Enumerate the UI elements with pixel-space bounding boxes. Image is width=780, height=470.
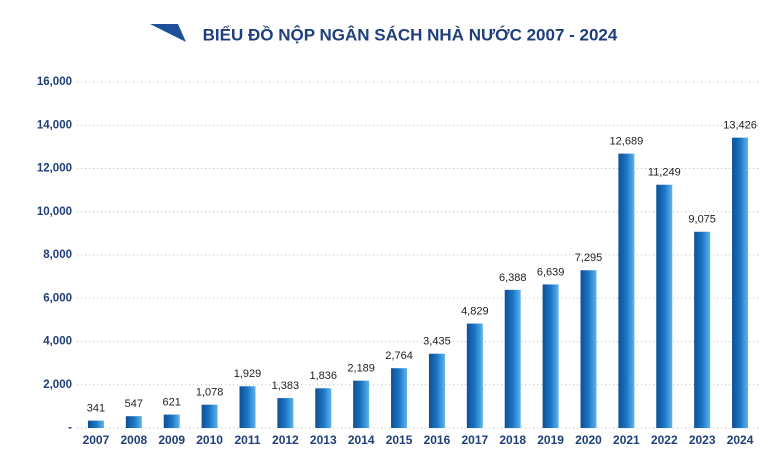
value-label: 6,388: [499, 272, 527, 284]
value-label: 9,075: [688, 214, 716, 226]
y-tick-label: 14,000: [37, 119, 72, 131]
x-tick-label: 2012: [272, 433, 299, 447]
x-tick-label: 2007: [83, 433, 110, 447]
y-tick-label: 4,000: [43, 336, 72, 348]
value-label: 11,249: [648, 167, 681, 179]
x-tick-label: 2013: [310, 433, 337, 447]
value-label: 4,829: [461, 305, 489, 317]
bar: [694, 231, 711, 428]
x-tick-label: 2011: [234, 433, 260, 447]
y-tick-label: -: [68, 422, 72, 434]
value-label: 3,435: [423, 336, 451, 348]
value-label: 1,929: [234, 368, 262, 380]
bar: [428, 353, 445, 428]
x-tick-label: 2016: [424, 433, 451, 447]
value-label: 1,078: [196, 387, 224, 399]
chart-title: BIỂU ĐỒ NỘP NGÂN SÁCH NHÀ NƯỚC 2007 - 20…: [203, 25, 618, 44]
bar: [201, 404, 218, 428]
bar: [391, 368, 408, 428]
value-label: 12,689: [610, 136, 644, 148]
value-label: 6,639: [537, 266, 565, 278]
value-label: 1,383: [272, 380, 300, 392]
bar: [239, 386, 256, 428]
value-label: 1,836: [310, 370, 338, 382]
bar: [315, 388, 332, 428]
value-label: 2,764: [385, 350, 413, 362]
bar: [656, 184, 673, 428]
x-tick-label: 2010: [196, 433, 223, 447]
bar: [466, 323, 483, 428]
x-tick-label: 2014: [348, 433, 375, 447]
value-label: 547: [125, 398, 143, 410]
bar: [618, 153, 635, 428]
bar: [504, 289, 521, 428]
x-tick-label: 2024: [727, 433, 754, 447]
bar: [732, 137, 749, 428]
y-tick-label: 6,000: [43, 292, 72, 304]
x-tick-label: 2022: [651, 433, 678, 447]
x-tick-label: 2015: [386, 433, 413, 447]
value-label: 13,426: [723, 120, 757, 132]
bar: [87, 420, 104, 428]
bar: [542, 284, 559, 428]
value-label: 2,189: [347, 363, 375, 375]
logo: [150, 24, 186, 42]
y-tick-label: 16,000: [37, 76, 72, 88]
x-tick-label: 2020: [575, 433, 602, 447]
x-tick-label: 2017: [461, 433, 488, 447]
value-label: 7,295: [575, 252, 603, 264]
bar: [163, 414, 180, 428]
x-tick-label: 2008: [120, 433, 147, 447]
bar: [353, 380, 370, 428]
x-tick-label: 2023: [689, 433, 716, 447]
y-tick-label: 2,000: [43, 379, 72, 391]
y-tick-label: 12,000: [37, 163, 72, 175]
x-tick-label: 2018: [499, 433, 526, 447]
bar: [125, 416, 142, 428]
x-tick-label: 2019: [537, 433, 564, 447]
y-tick-label: 8,000: [43, 249, 72, 261]
y-tick-label: 10,000: [37, 206, 72, 218]
value-label: 621: [163, 396, 181, 408]
bar: [580, 270, 597, 428]
x-tick-label: 2021: [613, 433, 640, 447]
value-label: 341: [87, 403, 105, 415]
x-tick-label: 2009: [158, 433, 185, 447]
bar: [277, 398, 294, 428]
